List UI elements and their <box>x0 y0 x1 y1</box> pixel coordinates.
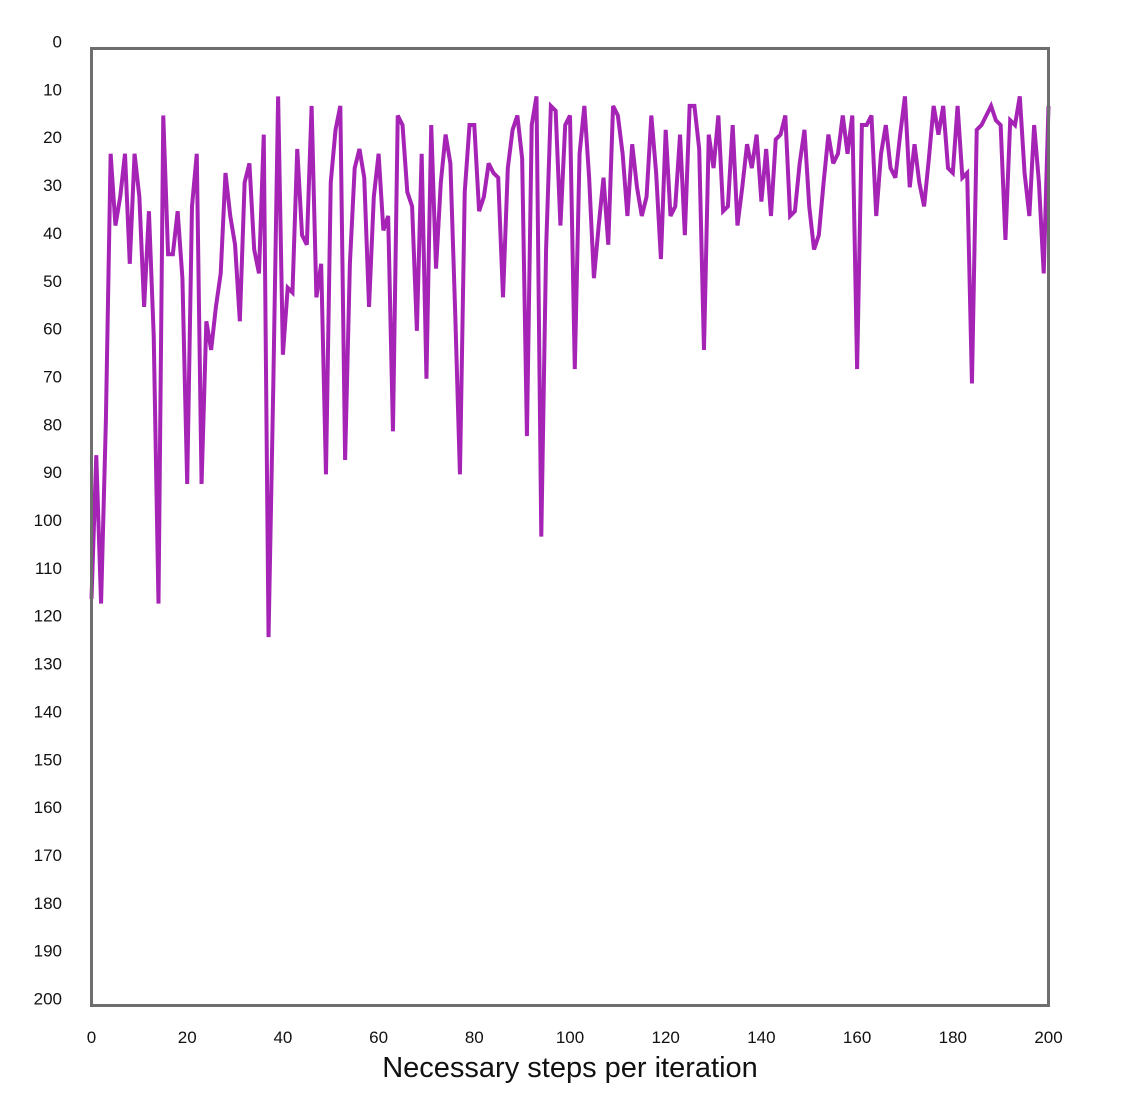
y-tick-label: 120 <box>34 607 62 626</box>
x-tick-label: 200 <box>1034 1028 1062 1047</box>
y-tick-label: 170 <box>34 846 62 865</box>
y-tick-label: 70 <box>43 367 62 386</box>
y-tick-label: 20 <box>43 128 62 147</box>
plot-frame <box>90 47 1050 1007</box>
y-tick-labels: 0 10 20 30 40 50 60 70 80 90 100 110 120 130 140 150 160… <box>34 33 62 1009</box>
y-tick-label: 190 <box>34 942 62 961</box>
y-tick-label: 90 <box>43 463 62 482</box>
x-tick-label: 80 <box>465 1028 484 1047</box>
y-tick-label: 0 <box>53 33 62 52</box>
x-tick-label: 160 <box>843 1028 871 1047</box>
x-tick-label: 140 <box>747 1028 775 1047</box>
y-tick-label: 180 <box>34 894 62 913</box>
y-tick-label: 30 <box>43 176 62 195</box>
y-tick-label: 50 <box>43 272 62 291</box>
series-line <box>89 96 1051 638</box>
x-tick-label: 40 <box>273 1028 292 1047</box>
y-tick-label: 40 <box>43 224 62 243</box>
y-tick-label: 10 <box>43 80 62 99</box>
y-tick-label: 130 <box>34 655 62 674</box>
y-tick-label: 200 <box>34 990 62 1009</box>
series-group <box>89 96 1051 638</box>
y-tick-label: 110 <box>35 559 62 578</box>
x-tick-label: 60 <box>369 1028 388 1047</box>
x-axis-label: Necessary steps per iteration <box>382 1052 758 1084</box>
x-tick-label: 20 <box>178 1028 197 1047</box>
y-tick-label: 150 <box>34 750 62 769</box>
x-tick-labels: 0 20 40 60 80 100 120 140 160 180 200 <box>87 1028 1063 1047</box>
y-tick-label: 80 <box>43 415 62 434</box>
x-tick-label: 120 <box>652 1028 680 1047</box>
x-tick-label: 100 <box>556 1028 584 1047</box>
y-tick-label: 60 <box>43 320 62 339</box>
y-tick-label: 100 <box>34 511 62 530</box>
y-tick-label: 160 <box>34 798 62 817</box>
x-tick-label: 0 <box>87 1028 96 1047</box>
y-tick-label: 140 <box>34 702 62 721</box>
x-tick-label: 180 <box>939 1028 967 1047</box>
